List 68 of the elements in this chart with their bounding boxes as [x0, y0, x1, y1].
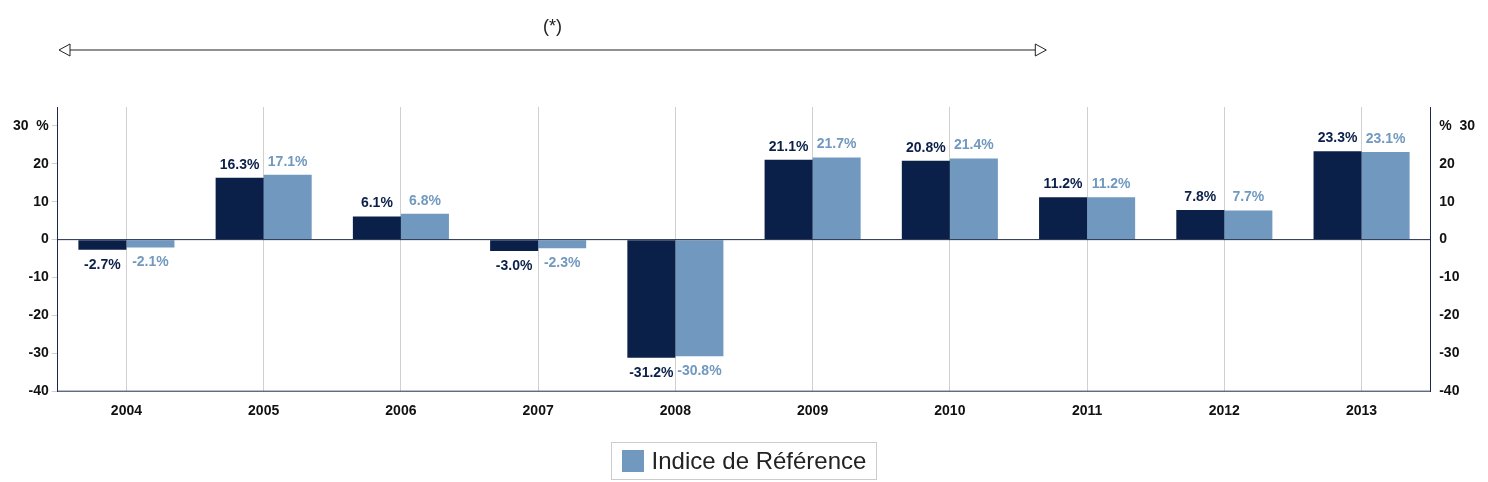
bar	[1361, 152, 1410, 240]
y-tick-label: -30	[28, 344, 50, 361]
y-tick-label: 10	[33, 192, 50, 209]
bar	[400, 213, 449, 240]
bar	[1039, 197, 1088, 240]
y2-tick-label: % 30	[1439, 116, 1476, 133]
bar	[627, 240, 676, 358]
bar	[1176, 210, 1225, 240]
y-tick-label: -40	[28, 382, 50, 399]
x-tick-label: 2004	[110, 402, 143, 419]
bar	[901, 160, 950, 240]
bar	[812, 157, 861, 240]
data-label: 7.8%	[1184, 187, 1217, 204]
y-tick-label: -10	[28, 268, 50, 285]
bar	[538, 240, 587, 249]
y2-tick-label: -10	[1439, 268, 1460, 285]
bar	[263, 174, 312, 240]
data-label: 20.8%	[905, 138, 947, 155]
y-tick-label: -20	[28, 306, 50, 323]
data-label: 21.4%	[954, 136, 995, 153]
bar	[1313, 151, 1362, 240]
text: (*)	[542, 16, 562, 36]
y2-tick-label: 20	[1439, 154, 1455, 171]
x-tick-label: 2013	[1346, 402, 1378, 419]
bar	[764, 159, 813, 240]
bar	[215, 177, 264, 240]
bar	[78, 240, 127, 250]
data-label: 16.3%	[219, 155, 261, 172]
data-label: -2.1%	[132, 253, 170, 270]
data-label: 21.7%	[816, 135, 858, 152]
x-tick-label: 2012	[1208, 402, 1241, 419]
y2-tick-label: -40	[1439, 382, 1460, 399]
x-tick-label: 2005	[248, 402, 280, 419]
y2-tick-label: 0	[1439, 230, 1448, 247]
y-tick-label: 20	[33, 154, 50, 171]
bar	[949, 158, 998, 240]
bar	[1224, 210, 1273, 240]
bar	[1087, 197, 1136, 240]
bar	[490, 240, 539, 251]
data-label: 23.3%	[1317, 129, 1358, 146]
data-label: 6.1%	[360, 194, 394, 211]
data-label: -31.2%	[629, 363, 675, 380]
bar	[352, 216, 401, 240]
legend-label: Indice de Référence	[651, 447, 867, 475]
y-tick-label: 0	[41, 230, 49, 247]
y2-tick-label: 10	[1439, 192, 1455, 209]
data-label: 11.2%	[1043, 175, 1084, 192]
data-label: -2.7%	[84, 255, 122, 272]
data-label: -2.3%	[543, 254, 581, 271]
data-label: 21.1%	[768, 137, 809, 154]
x-tick-label: 2007	[522, 402, 554, 419]
data-label: -30.8%	[677, 362, 723, 379]
data-label: -3.0%	[495, 256, 533, 273]
data-label: 23.1%	[1365, 129, 1406, 146]
bar	[126, 240, 175, 248]
bar	[675, 240, 724, 357]
x-tick-label: 2008	[659, 402, 692, 419]
x-tick-label: 2009	[797, 402, 829, 419]
data-label: 17.1%	[267, 152, 309, 169]
x-tick-label: 2010	[934, 402, 966, 419]
data-label: 7.7%	[1232, 188, 1265, 205]
data-label: 6.8%	[408, 191, 442, 208]
y-tick-label: 30 %	[12, 116, 50, 133]
y2-tick-label: -30	[1439, 344, 1460, 361]
x-tick-label: 2006	[385, 402, 417, 419]
y2-tick-label: -20	[1439, 306, 1460, 323]
data-label: 11.2%	[1091, 175, 1132, 192]
x-tick-label: 2011	[1071, 402, 1103, 419]
